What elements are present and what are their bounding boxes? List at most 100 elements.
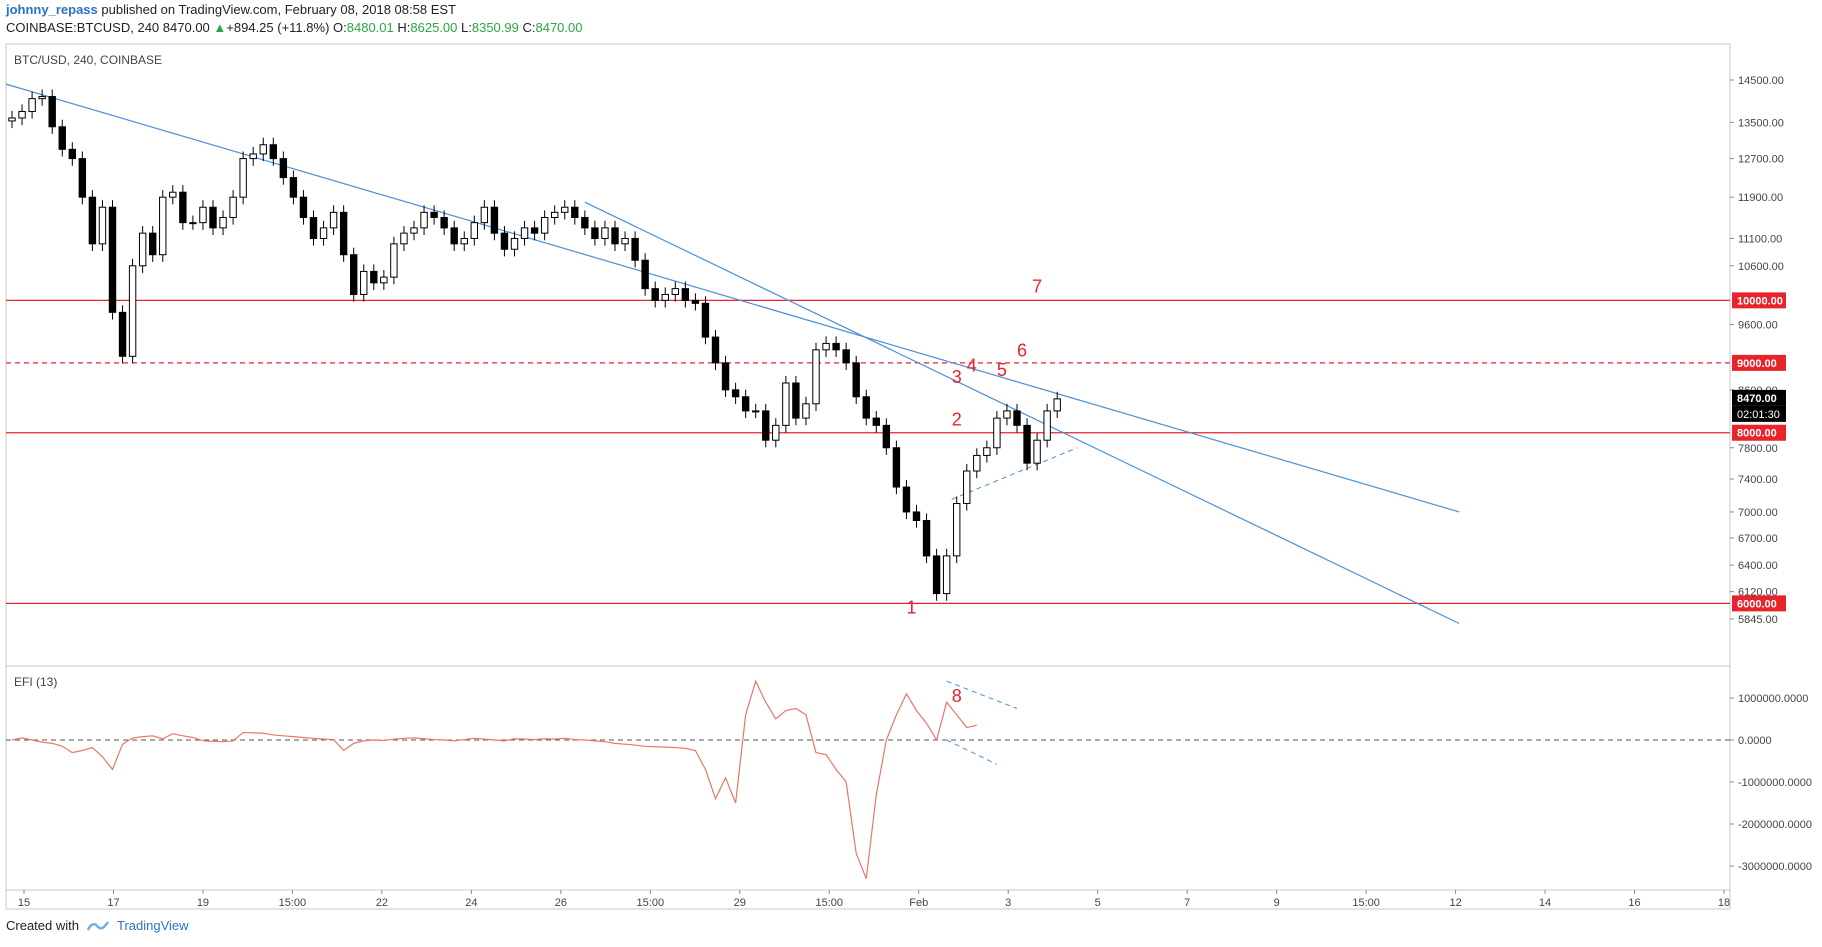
time-tick-label: 15:00 bbox=[279, 897, 307, 909]
candle-down bbox=[842, 349, 850, 364]
candle-down bbox=[500, 232, 509, 250]
candle-up bbox=[360, 270, 368, 295]
candle-down bbox=[269, 144, 278, 160]
candle-down bbox=[852, 362, 860, 398]
candle-down bbox=[762, 410, 770, 441]
efi-tick-label: 0.0000 bbox=[1738, 735, 1772, 747]
tradingview-logo-icon bbox=[86, 920, 109, 931]
time-tick-label: 3 bbox=[1005, 897, 1011, 909]
time-tick-label: Feb bbox=[909, 897, 928, 909]
candle-up bbox=[380, 276, 388, 284]
candle-up bbox=[189, 222, 197, 225]
candle-up bbox=[159, 196, 167, 256]
price-tick-label: 14500.00 bbox=[1738, 75, 1784, 87]
candle-up bbox=[601, 227, 609, 239]
candle-down bbox=[711, 336, 720, 364]
candle-down bbox=[932, 555, 941, 595]
time-tick-label: 18 bbox=[1718, 897, 1730, 909]
candle-up bbox=[551, 211, 559, 218]
candle-down bbox=[591, 227, 599, 239]
candle-up bbox=[561, 206, 569, 213]
symbol-label: COINBASE:BTCUSD, 240 bbox=[6, 20, 160, 35]
up-arrow-icon: ▲ bbox=[213, 20, 227, 35]
time-tick-label: 12 bbox=[1449, 897, 1461, 909]
price-tick-label: 7800.00 bbox=[1738, 443, 1778, 455]
candle-up bbox=[400, 232, 408, 245]
candle-up bbox=[661, 293, 669, 301]
candle-up bbox=[973, 454, 981, 472]
candle-up bbox=[390, 243, 398, 278]
price-tick-label: 12700.00 bbox=[1738, 154, 1784, 166]
last-price: 8470.00 bbox=[162, 20, 210, 35]
price-tick-label: 11900.00 bbox=[1738, 192, 1783, 204]
candle-down bbox=[289, 177, 298, 198]
countdown-tag-label: 02:01:30 bbox=[1737, 409, 1780, 421]
annotation-label-2: 2 bbox=[952, 409, 962, 429]
candle-down bbox=[48, 96, 56, 128]
author-link[interactable]: johnny_repass bbox=[6, 2, 98, 17]
level-price-tag bbox=[1732, 354, 1786, 371]
price-tick-label: 7400.00 bbox=[1738, 474, 1778, 486]
candle-down bbox=[299, 196, 308, 218]
price-tick-label: 5845.00 bbox=[1738, 614, 1778, 626]
candle-up bbox=[319, 227, 328, 239]
efi-tick-label: 1000000.0000 bbox=[1738, 693, 1808, 705]
candle-down bbox=[370, 270, 378, 284]
efi-dashed-trendline bbox=[946, 739, 998, 765]
candle-down bbox=[902, 486, 911, 513]
candle-down bbox=[701, 302, 710, 338]
candle-down bbox=[430, 211, 438, 218]
tradingview-brand[interactable]: TradingView bbox=[116, 918, 189, 933]
candle-down bbox=[78, 158, 87, 198]
candle-up bbox=[983, 447, 991, 456]
indicator-title: EFI (13) bbox=[14, 675, 57, 689]
candle-down bbox=[792, 382, 800, 419]
time-tick-label: 29 bbox=[734, 897, 746, 909]
level-price-tag bbox=[1732, 424, 1786, 441]
candle-down bbox=[631, 237, 639, 261]
candle-down bbox=[892, 447, 901, 488]
time-tick-label: 14 bbox=[1539, 897, 1551, 909]
ohlc-low-key: L: bbox=[461, 20, 472, 35]
candle-down bbox=[108, 206, 117, 313]
candle-up bbox=[1003, 410, 1011, 419]
time-tick-label: 5 bbox=[1095, 897, 1101, 909]
candle-up bbox=[772, 424, 780, 441]
candle-up bbox=[38, 96, 46, 100]
price-tick-label: 11100.00 bbox=[1738, 233, 1782, 245]
candle-up bbox=[510, 237, 519, 250]
candle-down bbox=[339, 211, 348, 256]
chart-frame bbox=[5, 43, 1731, 910]
ohlc-close: 8470.00 bbox=[535, 20, 583, 35]
price-tick-label: 6400.00 bbox=[1738, 560, 1778, 572]
candle-up bbox=[138, 232, 147, 267]
candle-up bbox=[169, 191, 177, 198]
candle-down bbox=[922, 519, 931, 557]
time-tick-label: 26 bbox=[555, 897, 567, 909]
candle-down bbox=[209, 206, 217, 229]
candle-down bbox=[882, 424, 891, 449]
candle-down bbox=[149, 232, 157, 256]
candle-down bbox=[68, 148, 76, 160]
annotation-label-7: 7 bbox=[1032, 277, 1042, 297]
candle-up bbox=[98, 206, 107, 245]
time-tick-label: 17 bbox=[107, 897, 119, 909]
candle-down bbox=[530, 227, 539, 234]
annotation-label-5: 5 bbox=[997, 360, 1007, 380]
candle-up bbox=[249, 153, 257, 160]
level-price-tag-label: 10000.00 bbox=[1737, 295, 1783, 307]
candle-up bbox=[671, 288, 679, 295]
time-tick-label: 19 bbox=[197, 897, 209, 909]
candle-down bbox=[1023, 424, 1031, 464]
time-tick-label: 9 bbox=[1274, 897, 1280, 909]
ohlc-close-key: C: bbox=[522, 20, 536, 35]
footer: Created with TradingView bbox=[6, 918, 189, 933]
candle-up bbox=[993, 417, 1001, 449]
candle-up bbox=[128, 265, 137, 357]
candle-down bbox=[571, 206, 579, 218]
annotation-label-1: 1 bbox=[906, 597, 916, 617]
candle-up bbox=[963, 470, 971, 505]
dashed-trendline bbox=[951, 447, 1078, 500]
candle-up bbox=[470, 222, 479, 239]
